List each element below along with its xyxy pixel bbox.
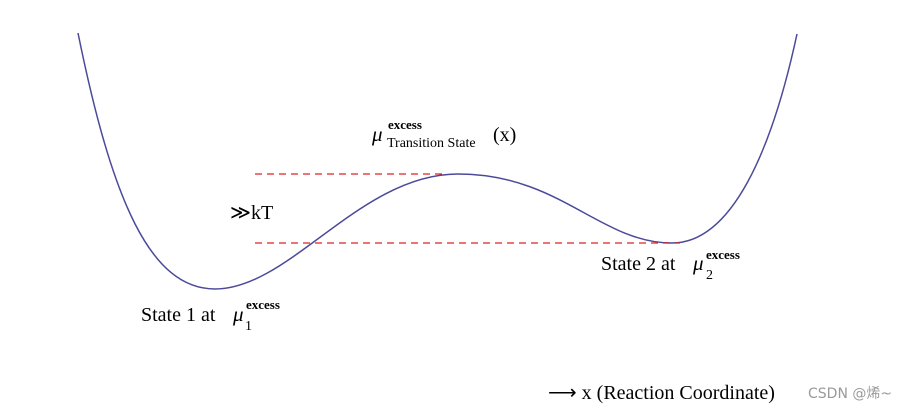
ts-suffix: (x): [493, 124, 516, 146]
state2-prefix: State 2 at: [601, 253, 676, 275]
barrier-label: ≫kT: [230, 202, 273, 224]
state2-subscript: 2: [706, 268, 713, 283]
ts-superscript: excess: [388, 117, 422, 132]
state1-superscript: excess: [246, 297, 280, 312]
axis-label: ⟶ x (Reaction Coordinate): [548, 382, 775, 404]
ts-subscript: Transition State: [387, 136, 476, 151]
state1-prefix: State 1 at: [141, 304, 216, 326]
energy-curve: [77, 32, 798, 290]
state1-symbol: μ: [232, 302, 244, 326]
ts-symbol: μ: [371, 122, 383, 146]
state2-symbol: μ: [692, 251, 704, 275]
watermark: CSDN @烯~: [808, 386, 892, 402]
state2-superscript: excess: [706, 247, 740, 262]
state1-subscript: 1: [245, 319, 252, 334]
